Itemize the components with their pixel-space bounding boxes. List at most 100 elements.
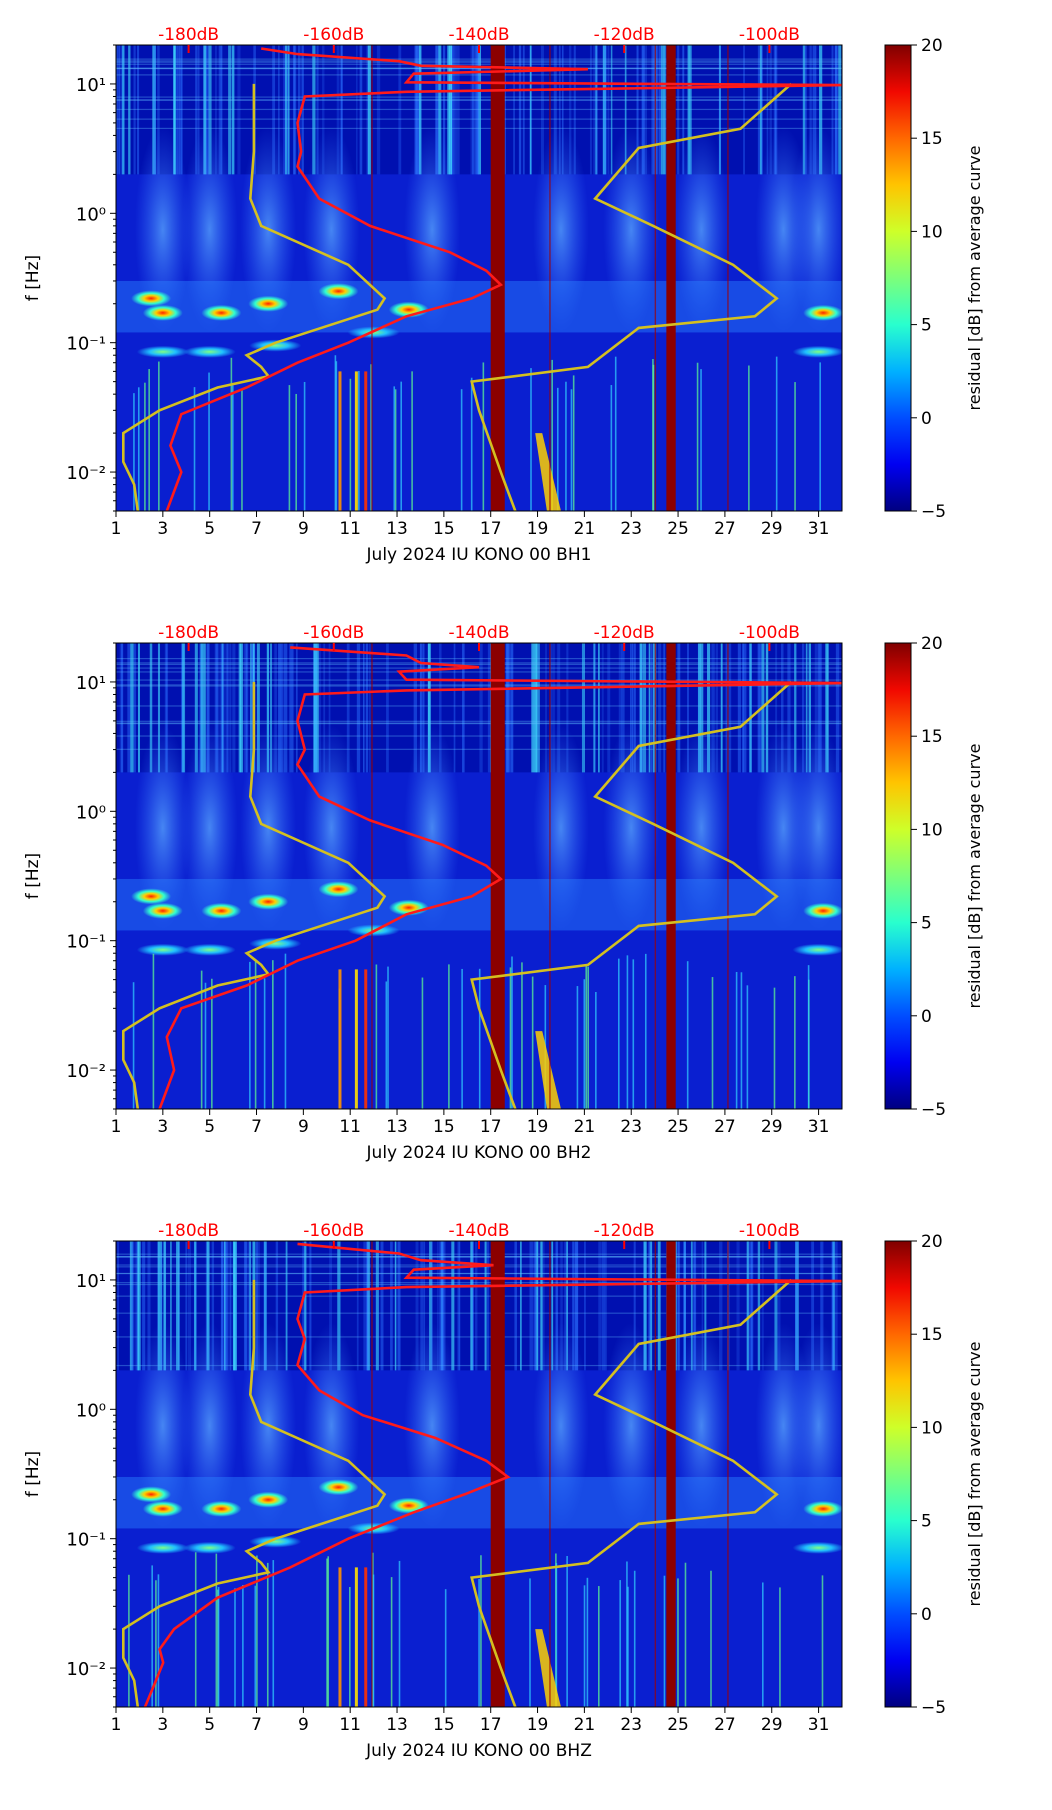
microseism-hotspot	[131, 290, 172, 307]
hf-speckle-column	[535, 643, 539, 773]
hf-speckle-column	[820, 1241, 823, 1371]
hf-speckle-column	[225, 1241, 229, 1371]
db-tick-label: -120dB	[594, 25, 655, 45]
event-streak	[626, 1561, 628, 1707]
hf-speckle-column	[701, 1241, 704, 1371]
hf-spectral-line	[116, 1256, 842, 1258]
average-psd-curve	[165, 47, 842, 511]
hf-speckle-column	[657, 1241, 661, 1371]
x-tick-label: 17	[480, 519, 502, 539]
hf-speckle-column	[531, 643, 535, 773]
hf-spectral-line	[116, 723, 842, 725]
hf-speckle-column	[551, 1241, 554, 1371]
large-event-streak	[338, 371, 342, 511]
hf-speckle-column	[293, 45, 296, 175]
hf-speckle-column	[636, 45, 639, 175]
microseism-hotspot	[142, 902, 183, 919]
colorbar-tick-label: −5	[921, 1100, 946, 1120]
colorbar-tick-label: 15	[921, 1325, 943, 1345]
microseism-haze	[303, 724, 360, 931]
hf-speckle-column	[804, 45, 807, 175]
event-streak	[303, 381, 306, 511]
hf-spectral-line	[116, 1364, 842, 1367]
hf-speckle-column	[170, 1241, 172, 1371]
x-tick-label: 7	[251, 1117, 262, 1137]
hf-speckle-column	[285, 45, 288, 175]
hf-speckle-column	[117, 1241, 120, 1371]
hf-speckle-column	[766, 45, 769, 175]
event-streak	[511, 956, 513, 1109]
hf-speckle-column	[221, 643, 225, 773]
microseism-haze	[404, 126, 461, 333]
microseism-haze	[181, 126, 238, 333]
hf-speckle-column	[206, 643, 210, 773]
event-streak	[470, 377, 473, 511]
y-tick-label: 10⁻¹	[66, 1530, 106, 1551]
large-event-streak	[364, 969, 368, 1109]
event-streak	[204, 982, 207, 1109]
hf-spectral-line	[116, 108, 842, 111]
colorbar-label: residual [dB] from average curve	[965, 146, 984, 411]
hf-speckle-column	[187, 1241, 192, 1371]
hf-spectral-line	[116, 58, 842, 60]
hf-speckle-column	[774, 1241, 778, 1371]
hf-speckle-column	[266, 643, 270, 773]
hf-speckle-column	[240, 643, 244, 773]
hf-speckle-column	[180, 45, 183, 175]
hf-speckle-column	[214, 643, 218, 773]
secondary-microseism	[792, 943, 842, 956]
hf-speckle-column	[558, 45, 561, 175]
x-tick-label: 23	[620, 1715, 642, 1735]
hf-spectral-line	[116, 663, 842, 666]
event-streak	[614, 356, 617, 511]
low-noise-model-curve	[122, 681, 387, 1109]
hf-speckle-column	[438, 45, 442, 175]
hf-speckle-column	[221, 643, 224, 773]
hf-speckle-column	[263, 1241, 267, 1371]
x-tick-label: 29	[761, 1715, 783, 1735]
microseism-haze	[532, 126, 589, 333]
hf-speckle-column	[118, 45, 121, 175]
secondary-microseism	[792, 1541, 842, 1554]
hf-speckle-column	[453, 643, 456, 773]
colorbar-tick-label: 5	[921, 1512, 932, 1532]
hf-speckle-column	[644, 45, 647, 175]
event-streak	[619, 1580, 621, 1707]
hf-speckle-column	[742, 643, 745, 773]
hf-speckle-column	[607, 45, 610, 175]
event-streak	[555, 1563, 558, 1707]
microseism-hotspot	[803, 1500, 842, 1517]
event-streak	[779, 1587, 781, 1707]
event-streak	[349, 1586, 351, 1707]
x-tick-label: 25	[667, 1715, 689, 1735]
secondary-microseism	[136, 1541, 189, 1554]
hf-speckle-column	[451, 1241, 455, 1371]
hf-speckle-column	[750, 1241, 754, 1371]
db-tick-label: -140dB	[448, 25, 509, 45]
event-streak	[794, 382, 796, 511]
microseism-hotspot	[318, 283, 359, 300]
hf-speckle-column	[368, 1241, 370, 1371]
hf-speckle-column	[413, 643, 418, 773]
event-streak	[551, 359, 553, 511]
event-streak	[598, 1586, 600, 1707]
hf-speckle-column	[328, 643, 331, 773]
hf-speckle-column	[633, 1241, 636, 1371]
hf-speckle-column	[650, 643, 653, 773]
hf-speckle-column	[809, 45, 812, 175]
hf-speckle-column	[533, 1241, 537, 1371]
hf-speckle-column	[603, 45, 607, 175]
x-tick-label: 11	[339, 1117, 361, 1137]
y-axis-label: f [Hz]	[23, 853, 43, 899]
event-streak	[696, 362, 699, 511]
data-gap-band	[490, 45, 505, 511]
x-tick-label: 9	[298, 1715, 309, 1735]
hf-speckle-column	[584, 1241, 586, 1371]
hf-speckle-column	[121, 643, 124, 773]
hf-speckle-column	[127, 643, 131, 773]
x-tick-label: 27	[714, 1715, 736, 1735]
hf-speckle-column	[554, 1241, 558, 1371]
colorbar-1: 20 15 10 5 0 −5 residual [dB] from average cur…	[884, 36, 984, 522]
hf-speckle-column	[302, 1241, 305, 1371]
event-streak	[740, 972, 743, 1109]
